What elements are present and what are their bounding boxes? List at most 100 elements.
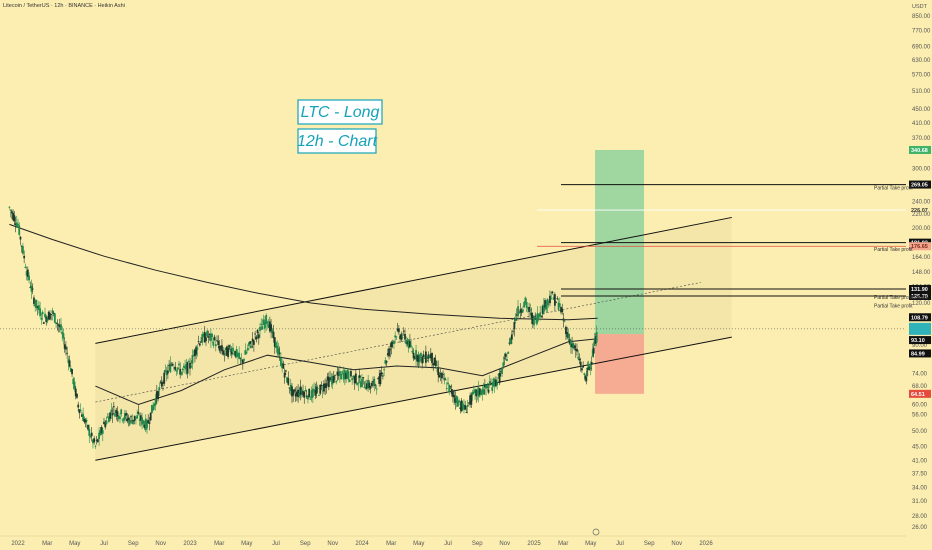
candle-body bbox=[541, 306, 544, 314]
price-badge-label: 64.51 bbox=[911, 392, 925, 398]
candle-body bbox=[324, 383, 327, 388]
candle-body bbox=[334, 374, 336, 376]
y-tick-label: 26.00 bbox=[912, 525, 928, 531]
candle-body bbox=[244, 350, 247, 355]
candle-body bbox=[321, 390, 324, 392]
channel-upper-line bbox=[95, 216, 732, 344]
candle-body bbox=[222, 350, 225, 355]
candle-body bbox=[367, 379, 370, 389]
candle-body bbox=[282, 363, 285, 369]
y-tick-label: 510.00 bbox=[912, 89, 931, 95]
candle-body bbox=[540, 316, 543, 317]
candle-body bbox=[308, 388, 311, 397]
candle-body bbox=[100, 426, 103, 434]
candle-body bbox=[208, 333, 211, 336]
y-tick-label: 28.00 bbox=[912, 514, 928, 520]
candle-body bbox=[410, 345, 413, 347]
candle-body bbox=[186, 362, 189, 374]
y-tick-label: 90.00 bbox=[912, 343, 928, 349]
candle-body bbox=[65, 346, 67, 350]
candle-body bbox=[218, 346, 221, 351]
candle-body bbox=[329, 377, 331, 381]
candle-body bbox=[495, 379, 497, 387]
candle-body bbox=[436, 367, 438, 369]
candle-body bbox=[375, 388, 378, 390]
x-tick-label: Jul bbox=[616, 541, 624, 547]
candle-body bbox=[219, 346, 222, 349]
candle-body bbox=[105, 420, 108, 424]
target-zone bbox=[595, 149, 644, 335]
candle-body bbox=[589, 364, 591, 366]
candle-body bbox=[205, 337, 207, 342]
take-profit-label: Partial Take profit bbox=[874, 303, 913, 309]
candle-body bbox=[213, 336, 216, 341]
y-tick-label: 37.50 bbox=[912, 471, 928, 477]
candle-body bbox=[164, 369, 167, 372]
x-tick-label: 2025 bbox=[527, 541, 541, 547]
candle-body bbox=[583, 373, 586, 376]
candle-body bbox=[60, 324, 62, 331]
y-tick-label: 630.00 bbox=[912, 58, 931, 64]
candle-body bbox=[407, 339, 410, 349]
candle-body bbox=[434, 360, 437, 366]
candle-body bbox=[217, 341, 220, 346]
price-badge-label: 226.07 bbox=[911, 208, 928, 214]
candle-body bbox=[98, 432, 100, 439]
candle-body bbox=[440, 372, 443, 379]
candle-body bbox=[488, 381, 491, 386]
candle-body bbox=[445, 388, 448, 390]
candle-body bbox=[331, 375, 334, 385]
candle-body bbox=[291, 386, 293, 397]
candle-body bbox=[133, 415, 136, 421]
candle-body bbox=[198, 343, 201, 346]
y-tick-label: 240.00 bbox=[912, 199, 931, 205]
candle-body bbox=[300, 390, 303, 392]
candle-body bbox=[275, 342, 277, 349]
candle-body bbox=[577, 356, 580, 359]
price-badge-label: 125.79 bbox=[911, 294, 928, 300]
candle-body bbox=[168, 365, 171, 367]
candle-body bbox=[304, 390, 307, 392]
candle-body bbox=[372, 381, 374, 383]
candle-body bbox=[35, 299, 38, 308]
x-tick-label: Sep bbox=[472, 541, 483, 547]
candle-body bbox=[151, 404, 153, 414]
candle-body bbox=[126, 418, 129, 422]
candle-body bbox=[147, 420, 150, 423]
candle-body bbox=[562, 318, 565, 321]
candle-body bbox=[353, 375, 356, 384]
x-tick-label: Jul bbox=[444, 541, 452, 547]
price-badge bbox=[909, 389, 931, 398]
candle-body bbox=[31, 288, 34, 290]
candle-body bbox=[492, 378, 495, 387]
candle-body bbox=[281, 363, 284, 369]
candle-body bbox=[506, 359, 508, 361]
candle-body bbox=[173, 367, 175, 369]
candle-body bbox=[211, 334, 214, 338]
candle-body bbox=[109, 412, 112, 419]
candle-body bbox=[246, 348, 249, 351]
candle-body bbox=[44, 313, 46, 318]
candle-body bbox=[498, 372, 501, 384]
candle-body bbox=[153, 403, 156, 407]
candle-body bbox=[42, 322, 45, 324]
y-tick-label: 68.00 bbox=[912, 384, 928, 390]
candle-body bbox=[569, 340, 572, 347]
candle-body bbox=[28, 275, 30, 281]
candle-body bbox=[115, 410, 118, 414]
candle-body bbox=[342, 373, 345, 380]
candle-body bbox=[534, 315, 537, 317]
candle-body bbox=[90, 432, 93, 437]
candle-body bbox=[487, 389, 490, 393]
current-price-badge bbox=[909, 322, 931, 335]
candle-body bbox=[525, 301, 528, 308]
candle-body bbox=[112, 406, 115, 408]
candle-body bbox=[422, 354, 425, 358]
candle-body bbox=[442, 374, 444, 376]
candle-body bbox=[50, 314, 53, 315]
candle-body bbox=[546, 298, 549, 306]
price-badge bbox=[909, 180, 931, 189]
candle-body bbox=[74, 388, 77, 397]
candle-body bbox=[531, 315, 534, 325]
